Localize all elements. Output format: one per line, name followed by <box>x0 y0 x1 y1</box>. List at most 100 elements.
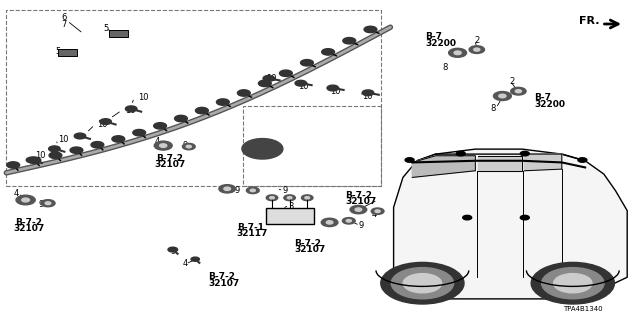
Circle shape <box>45 202 51 204</box>
Text: 5: 5 <box>55 47 60 56</box>
Text: 2: 2 <box>474 36 479 44</box>
Circle shape <box>403 274 442 293</box>
Text: 32117: 32117 <box>237 229 268 238</box>
Circle shape <box>280 70 292 76</box>
Circle shape <box>168 247 178 252</box>
Text: 7: 7 <box>61 20 67 28</box>
Circle shape <box>246 187 259 194</box>
Text: TPA4B1340: TPA4B1340 <box>563 306 603 312</box>
Circle shape <box>70 147 83 153</box>
Circle shape <box>186 145 191 148</box>
Text: B-7-2: B-7-2 <box>208 272 235 281</box>
Circle shape <box>515 90 522 93</box>
Text: 10: 10 <box>330 87 340 96</box>
Text: 5: 5 <box>103 24 108 33</box>
Circle shape <box>16 195 35 205</box>
Text: 32200: 32200 <box>426 39 456 48</box>
Text: 32200: 32200 <box>534 100 565 108</box>
Circle shape <box>350 205 367 214</box>
Circle shape <box>7 162 20 168</box>
Circle shape <box>295 80 307 86</box>
Circle shape <box>49 152 62 158</box>
Polygon shape <box>477 156 522 171</box>
Circle shape <box>520 215 529 220</box>
Text: 10: 10 <box>97 120 108 129</box>
Circle shape <box>554 274 592 293</box>
Circle shape <box>391 268 454 299</box>
Text: 6: 6 <box>61 13 67 22</box>
Circle shape <box>22 198 29 202</box>
Circle shape <box>454 51 461 55</box>
Text: B-7-2: B-7-2 <box>156 154 183 163</box>
Circle shape <box>154 141 172 150</box>
Circle shape <box>49 146 60 152</box>
Circle shape <box>112 136 125 142</box>
Circle shape <box>182 143 195 150</box>
Text: 2: 2 <box>509 77 515 86</box>
Circle shape <box>259 80 271 87</box>
Circle shape <box>26 157 38 163</box>
Polygon shape <box>412 156 476 177</box>
Text: 9: 9 <box>183 141 188 150</box>
Circle shape <box>541 268 604 299</box>
Text: 9: 9 <box>282 186 287 195</box>
Circle shape <box>242 139 283 159</box>
Text: B-7-2: B-7-2 <box>15 218 42 227</box>
Circle shape <box>493 92 511 100</box>
Circle shape <box>237 90 250 96</box>
Circle shape <box>41 200 55 207</box>
Circle shape <box>321 218 338 227</box>
Circle shape <box>371 208 384 214</box>
Circle shape <box>469 46 484 53</box>
Circle shape <box>511 87 526 95</box>
Text: 10: 10 <box>362 92 372 100</box>
Circle shape <box>381 262 464 304</box>
Text: 4: 4 <box>372 210 377 219</box>
Circle shape <box>305 196 310 199</box>
Circle shape <box>195 108 208 114</box>
Circle shape <box>301 195 313 201</box>
Circle shape <box>343 37 356 44</box>
Circle shape <box>133 130 146 136</box>
Text: 4: 4 <box>183 260 188 268</box>
Circle shape <box>250 189 255 192</box>
Circle shape <box>578 158 587 162</box>
Circle shape <box>463 215 472 220</box>
Circle shape <box>159 144 167 148</box>
Circle shape <box>531 262 614 304</box>
Circle shape <box>327 85 339 91</box>
Circle shape <box>216 99 229 105</box>
Circle shape <box>405 158 414 162</box>
Circle shape <box>520 151 529 156</box>
Text: 10: 10 <box>35 151 45 160</box>
Polygon shape <box>524 154 562 171</box>
Circle shape <box>499 94 506 98</box>
Text: B-7-2: B-7-2 <box>346 191 372 200</box>
Text: 32107: 32107 <box>13 224 44 233</box>
Text: 10: 10 <box>58 135 68 144</box>
Text: 32107: 32107 <box>154 160 185 169</box>
Circle shape <box>322 49 335 55</box>
Text: 8: 8 <box>490 104 495 113</box>
Text: B-7: B-7 <box>426 32 443 41</box>
Circle shape <box>474 48 480 51</box>
Text: 10: 10 <box>125 106 135 115</box>
Circle shape <box>74 133 86 139</box>
Text: 10: 10 <box>138 93 148 102</box>
Text: 9: 9 <box>39 200 44 209</box>
Circle shape <box>375 210 380 212</box>
Circle shape <box>175 115 188 122</box>
Circle shape <box>362 90 374 96</box>
Text: 9: 9 <box>234 186 239 195</box>
Text: 4: 4 <box>13 189 19 198</box>
Circle shape <box>301 60 314 66</box>
Text: B-7-1: B-7-1 <box>237 223 264 232</box>
Text: 32107: 32107 <box>208 279 239 288</box>
Text: 3: 3 <box>288 202 293 211</box>
Circle shape <box>154 123 166 129</box>
Bar <box>266 208 314 224</box>
Text: FR.: FR. <box>579 16 600 26</box>
Circle shape <box>342 218 355 224</box>
Circle shape <box>364 26 377 33</box>
Text: 9: 9 <box>359 221 364 230</box>
